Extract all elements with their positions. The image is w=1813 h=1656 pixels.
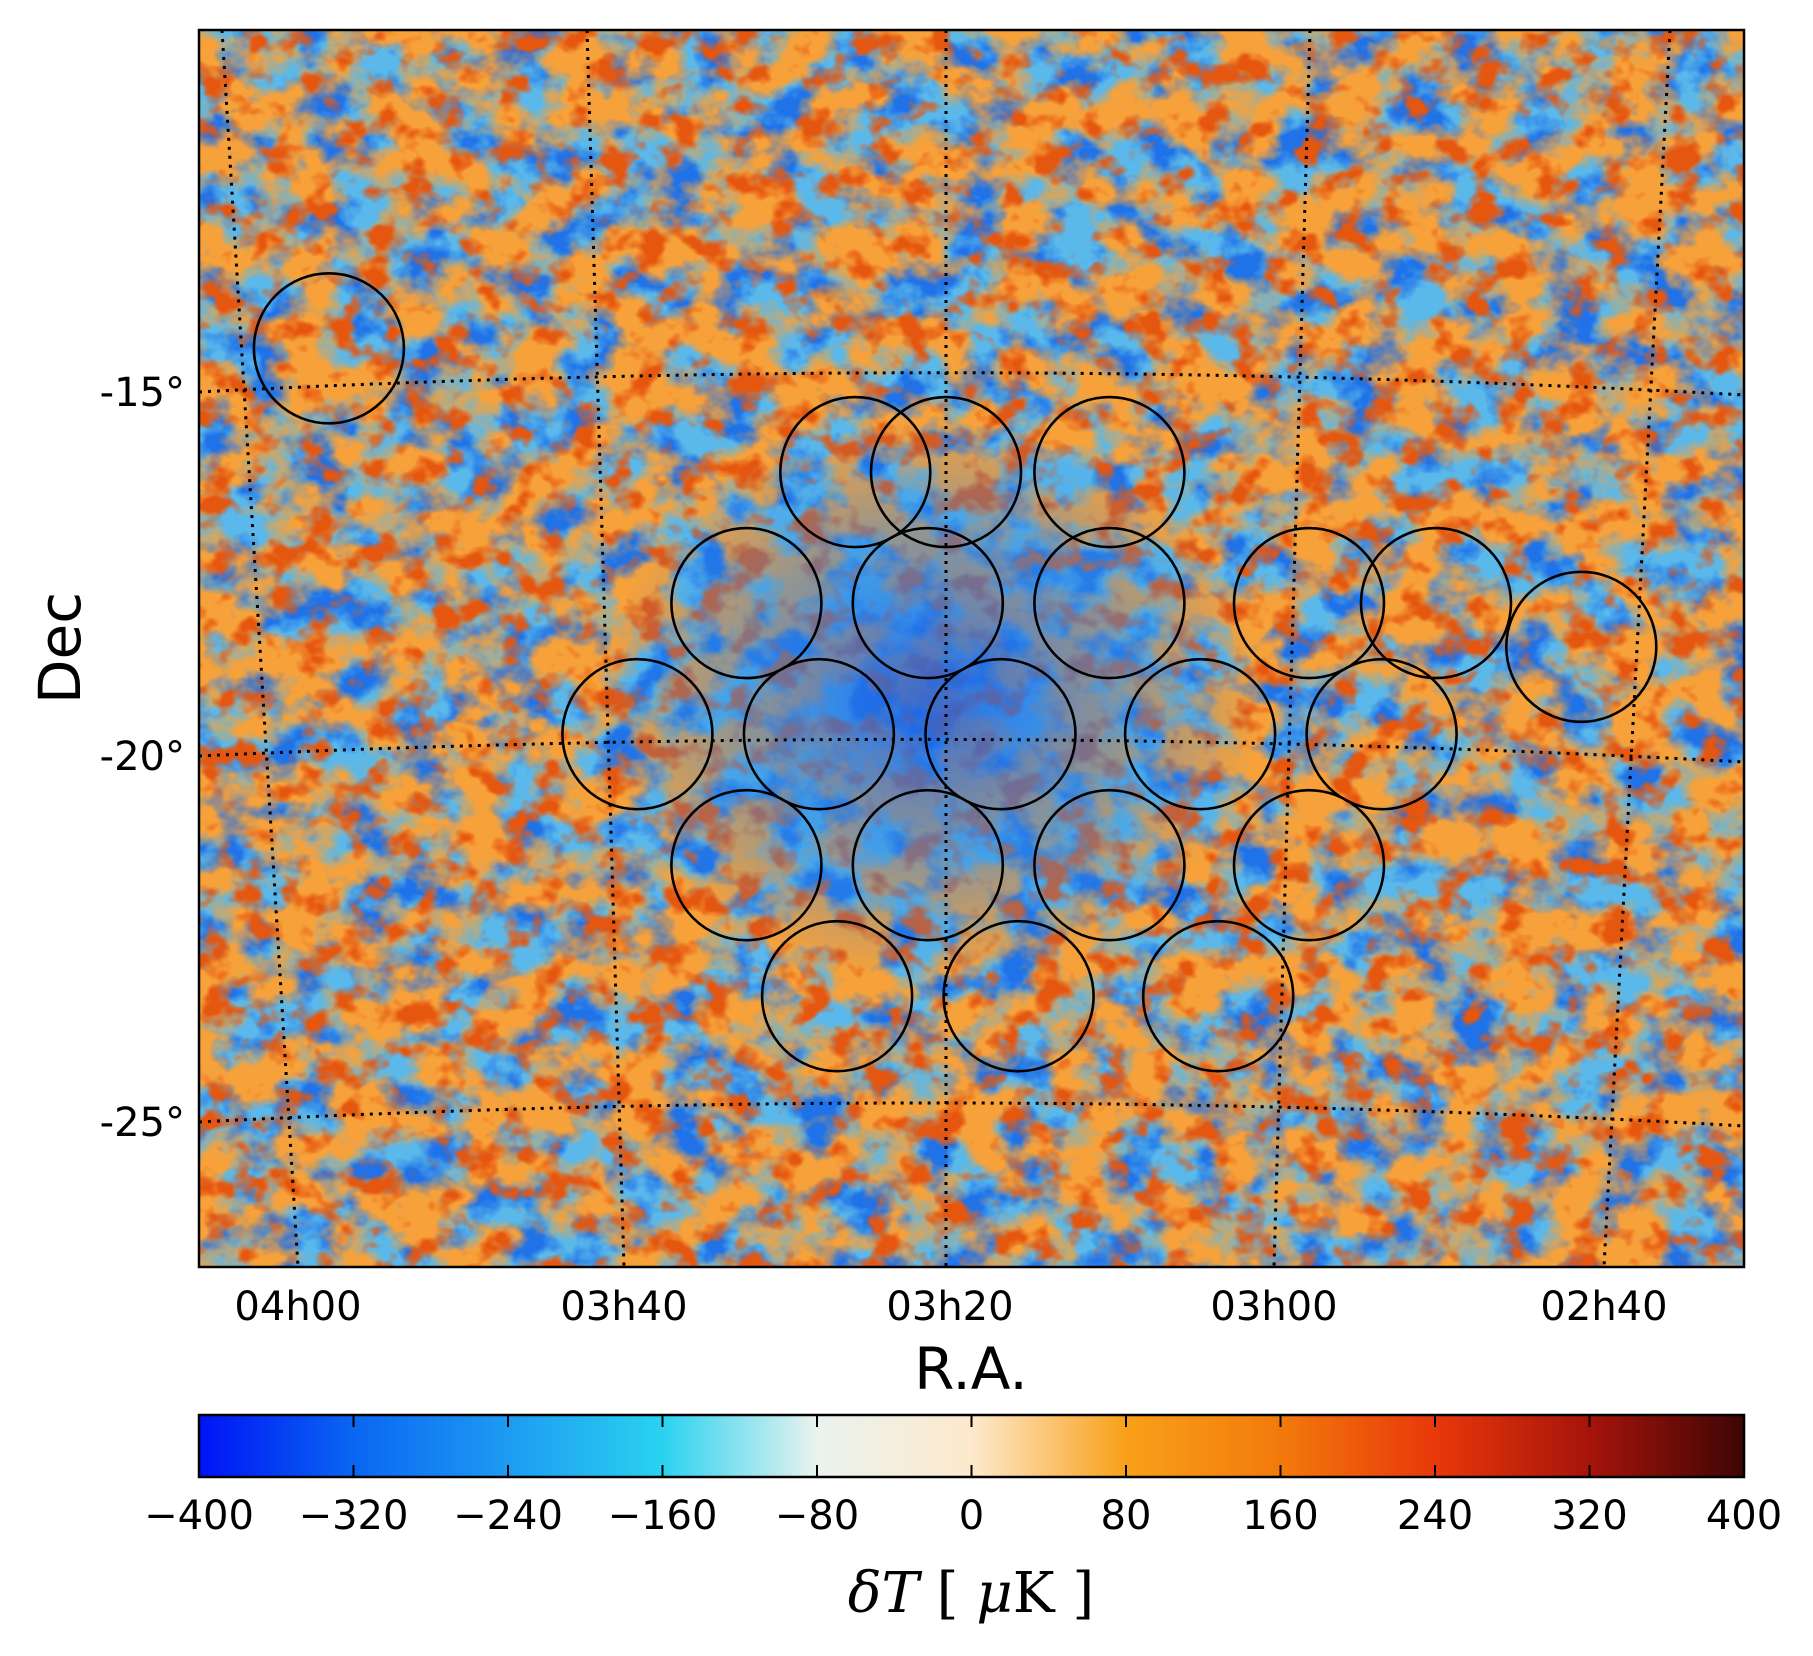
colorbar-tick-label: −80 xyxy=(775,1493,859,1539)
colorbar-tick-label: 0 xyxy=(959,1493,984,1539)
pointing-circle xyxy=(252,271,406,425)
colorbar-tick-label: −240 xyxy=(453,1493,563,1539)
pointing-circle xyxy=(851,788,1005,942)
pointing-circle xyxy=(670,788,823,942)
colorbar-label: δT [ μK ] xyxy=(848,1561,1094,1626)
x-tick-label: 03h00 xyxy=(1210,1284,1337,1330)
colorbar-tick-label: −400 xyxy=(144,1493,254,1539)
pointing-circle xyxy=(778,395,932,549)
y-tick-labels: -15° -20° -25° xyxy=(100,370,185,1146)
colorbar-label-symbol: δT xyxy=(848,1561,923,1626)
y-tick-label: -15° xyxy=(100,370,185,416)
colorbar-ticks: −400 −320 −240 −160 −80 0 80 160 240 320 400 xyxy=(144,1415,1782,1539)
pointing-circle xyxy=(760,919,914,1073)
pointing-circle xyxy=(1232,526,1386,680)
y-axis-label: Dec xyxy=(26,592,94,704)
pointing-circle xyxy=(561,657,714,811)
colorbar-tick-label: 160 xyxy=(1242,1493,1318,1539)
pointing-circle xyxy=(670,526,823,680)
pointing-circle xyxy=(1033,526,1186,680)
cold-spot-region xyxy=(600,420,1260,980)
colorbar-label-unit: K ] xyxy=(1013,1561,1094,1626)
pointing-circle xyxy=(1123,657,1277,811)
pointing-circle xyxy=(1033,395,1186,549)
pointing-circle xyxy=(869,395,1023,549)
colorbar-label-mu: μ xyxy=(976,1561,1012,1626)
x-tick-label: 03h20 xyxy=(886,1284,1013,1330)
pointing-circle xyxy=(1305,657,1458,811)
colorbar-tick-label: −160 xyxy=(608,1493,718,1539)
x-tick-label: 03h40 xyxy=(560,1284,687,1330)
pointing-circle xyxy=(942,919,1095,1073)
pointing-circle xyxy=(851,526,1005,680)
x-tick-label: 04h00 xyxy=(234,1284,361,1330)
sky-map xyxy=(199,30,1744,1267)
y-tick-label: -25° xyxy=(100,1100,185,1146)
pointing-circle xyxy=(1232,788,1386,942)
colorbar-tick-label: 320 xyxy=(1551,1493,1627,1539)
colorbar-label-open: [ xyxy=(919,1561,976,1626)
x-tick-labels: 04h00 03h40 03h20 03h00 02h40 xyxy=(234,1284,1667,1330)
y-tick-label: -20° xyxy=(100,734,185,780)
colorbar-tick-label: 80 xyxy=(1101,1493,1152,1539)
pointing-circle xyxy=(924,657,1077,811)
pointing-circle xyxy=(1141,919,1295,1073)
pointing-circle xyxy=(1505,570,1658,724)
colorbar-tick-label: −320 xyxy=(299,1493,409,1539)
x-tick-label: 02h40 xyxy=(1540,1284,1667,1330)
pointing-circle xyxy=(1033,788,1186,942)
plot-frame xyxy=(197,28,1746,1269)
colorbar-tick-label: 400 xyxy=(1706,1493,1782,1539)
pointing-circle xyxy=(742,657,896,811)
x-axis-label: R.A. xyxy=(914,1335,1028,1403)
pointing-circle xyxy=(1359,526,1513,680)
colorbar-tick-label: 240 xyxy=(1397,1493,1473,1539)
pointing-circles xyxy=(252,271,1658,1073)
